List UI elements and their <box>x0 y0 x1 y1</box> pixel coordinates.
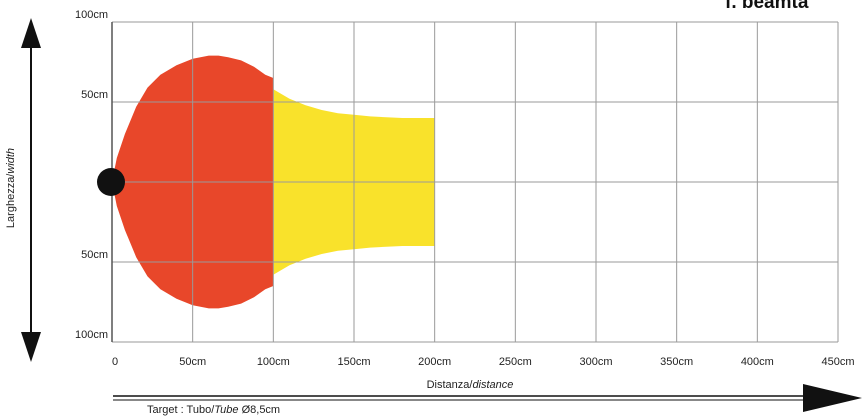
y-tick-label-3: 100cm <box>75 329 108 341</box>
y-axis-label-italic: width <box>5 148 17 174</box>
y-axis-label: Larghezza/width <box>5 148 17 228</box>
chart-grid <box>111 21 839 343</box>
x-tick-label-4: 200cm <box>418 356 451 368</box>
x-tick-label-5: 250cm <box>499 356 532 368</box>
y-tick-label-0: 100cm <box>75 9 108 21</box>
target-label-italic: Tube <box>214 404 238 416</box>
x-tick-label-1: 50cm <box>179 356 206 368</box>
source-marker <box>97 168 125 196</box>
x-tick-label-6: 300cm <box>579 356 612 368</box>
y-axis-label-main: Larghezza/ <box>5 173 17 228</box>
y-tick-label-2: 50cm <box>81 249 108 261</box>
x-axis-label-italic: distance <box>472 379 513 391</box>
x-axis-label: Distanza/distance <box>427 379 514 391</box>
x-tick-label-2: 100cm <box>257 356 290 368</box>
x-tick-label-9: 450cm <box>821 356 854 368</box>
target-label: Target : Tubo/Tube Ø8,5cm <box>147 404 280 416</box>
x-tick-label-7: 350cm <box>660 356 693 368</box>
width-arrow-icon <box>21 18 41 362</box>
x-axis-label-main: Distanza/ <box>427 379 474 391</box>
y-tick-label-1: 50cm <box>81 89 108 101</box>
x-tick-label-8: 400cm <box>741 356 774 368</box>
x-tick-label-0: 0 <box>112 356 118 368</box>
tick-labels: 0 50cm 100cm 150cm 200cm 250cm 300cm 350cm 400cm… <box>75 9 855 368</box>
target-label-rest: Ø8,5cm <box>239 404 281 416</box>
distance-arrow-icon <box>113 384 862 412</box>
x-tick-label-3: 150cm <box>337 356 370 368</box>
target-label-main: Target : Tubo/ <box>147 404 215 416</box>
chart-heading: f. beamta <box>725 0 809 13</box>
